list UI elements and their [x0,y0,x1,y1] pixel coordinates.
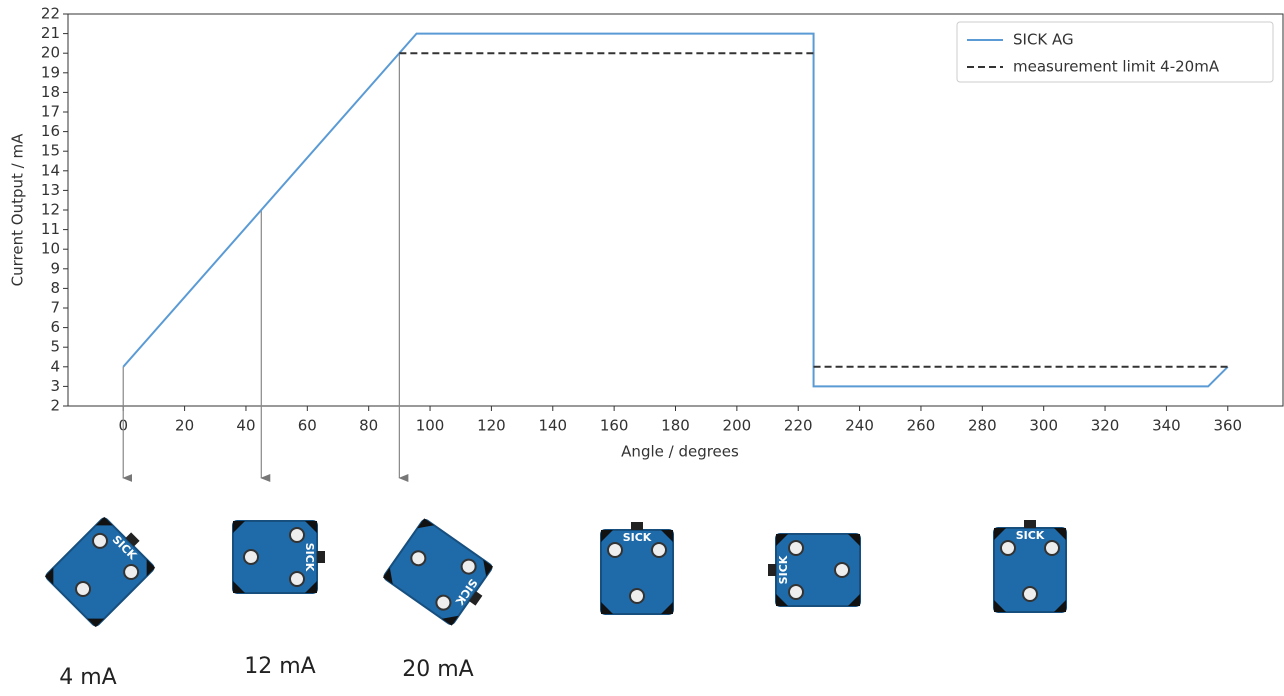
y-tick-label: 18 [41,83,60,101]
sensors: SICK SICK SICK SICK SICK SICK [45,511,1066,630]
y-tick-label: 19 [41,63,60,81]
x-tick-label: 280 [968,417,997,435]
legend-label: measurement limit 4-20mA [1013,58,1220,76]
sensor-body [45,511,161,627]
annotation-label: 20 mA [402,657,473,682]
x-axis-label: Angle / degrees [621,443,739,461]
y-tick-label: 20 [41,44,60,62]
sensor: SICK [994,520,1066,612]
x-tick-label: 100 [416,417,445,435]
sensor-text: SICK [777,555,790,584]
x-tick-label: 180 [661,417,690,435]
y-tick-label: 17 [41,103,60,121]
y-tick-label: 16 [41,122,60,140]
chart: SICK SICK SICK SICK SICK SICK Angle / degrees… [0,0,1284,692]
y-tick-label: 22 [41,5,60,23]
y-tick-label: 14 [41,161,60,179]
sensor-text: SICK [303,543,316,572]
x-tick-label: 240 [845,417,874,435]
sensor-body [383,518,500,630]
x-tick-label: 360 [1213,417,1242,435]
y-tick-label: 11 [41,220,60,238]
x-tick-label: 120 [477,417,506,435]
y-tick-label: 8 [50,279,60,297]
sensor: SICK [233,521,325,593]
x-tick-label: 260 [907,417,936,435]
y-tick-label: 2 [50,397,60,415]
y-tick-label: 5 [50,338,60,356]
sensor: SICK [45,511,161,627]
sensor: SICK [601,522,673,614]
annotation-label: 4 mA [59,665,116,690]
legend-label: SICK AG [1013,31,1074,49]
sensor: SICK [383,518,500,630]
y-tick-label: 3 [50,377,60,395]
x-tick-label: 300 [1029,417,1058,435]
y-tick-label: 7 [50,299,60,317]
x-tick-label: 40 [236,417,255,435]
x-tick-label: 140 [538,417,567,435]
y-tick-label: 6 [50,318,60,336]
y-tick-label: 21 [41,24,60,42]
sensor: SICK [768,534,860,606]
x-tick-label: 20 [175,417,194,435]
x-tick-label: 220 [784,417,813,435]
y-tick-label: 15 [41,142,60,160]
annotation-label: 12 mA [244,654,315,679]
y-tick-label: 13 [41,181,60,199]
x-tick-label: 60 [298,417,317,435]
y-axis-label: Current Output / mA [9,133,27,286]
x-tick-label: 80 [359,417,378,435]
sensor-text: SICK [1016,529,1045,542]
y-tick-label: 4 [50,357,60,375]
x-tick-label: 200 [723,417,752,435]
x-tick-label: 160 [600,417,629,435]
sensor-text: SICK [623,531,652,544]
y-tick-label: 12 [41,201,60,219]
x-tick-label: 320 [1091,417,1120,435]
y-tick-label: 10 [41,240,60,258]
x-tick-label: 340 [1152,417,1181,435]
series-line [123,34,1228,387]
y-tick-label: 9 [50,259,60,277]
